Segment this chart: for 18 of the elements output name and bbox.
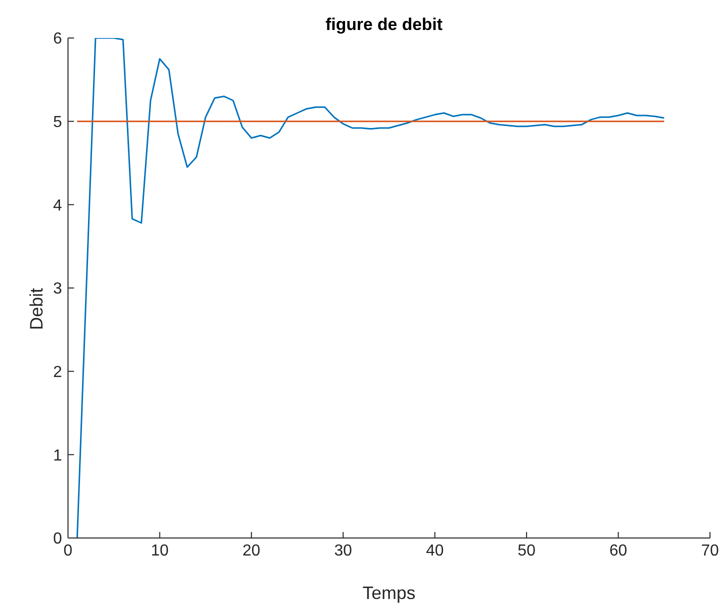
chart-title: figure de debit bbox=[325, 15, 443, 34]
y-tick-label: 4 bbox=[53, 197, 62, 214]
x-axis-title: Temps bbox=[362, 582, 416, 603]
y-tick-label: 1 bbox=[53, 447, 62, 464]
x-tick-label: 50 bbox=[518, 542, 536, 560]
y-tick-label: 5 bbox=[53, 114, 62, 132]
y-axis-title: Debit bbox=[26, 288, 46, 330]
x-tick-label: 60 bbox=[609, 542, 628, 560]
y-tick-label: 2 bbox=[53, 364, 62, 382]
y-tick-label: 6 bbox=[53, 30, 62, 48]
x-tick-label: 20 bbox=[242, 542, 260, 560]
y-tick-label: 0 bbox=[53, 530, 62, 548]
x-tick-label: 10 bbox=[150, 542, 169, 560]
x-tick-label: 30 bbox=[334, 542, 352, 560]
x-tick-label: 70 bbox=[701, 542, 719, 560]
y-tick-label: 3 bbox=[53, 280, 62, 298]
line-series bbox=[76, 38, 665, 538]
x-tick-label: 40 bbox=[426, 542, 444, 560]
